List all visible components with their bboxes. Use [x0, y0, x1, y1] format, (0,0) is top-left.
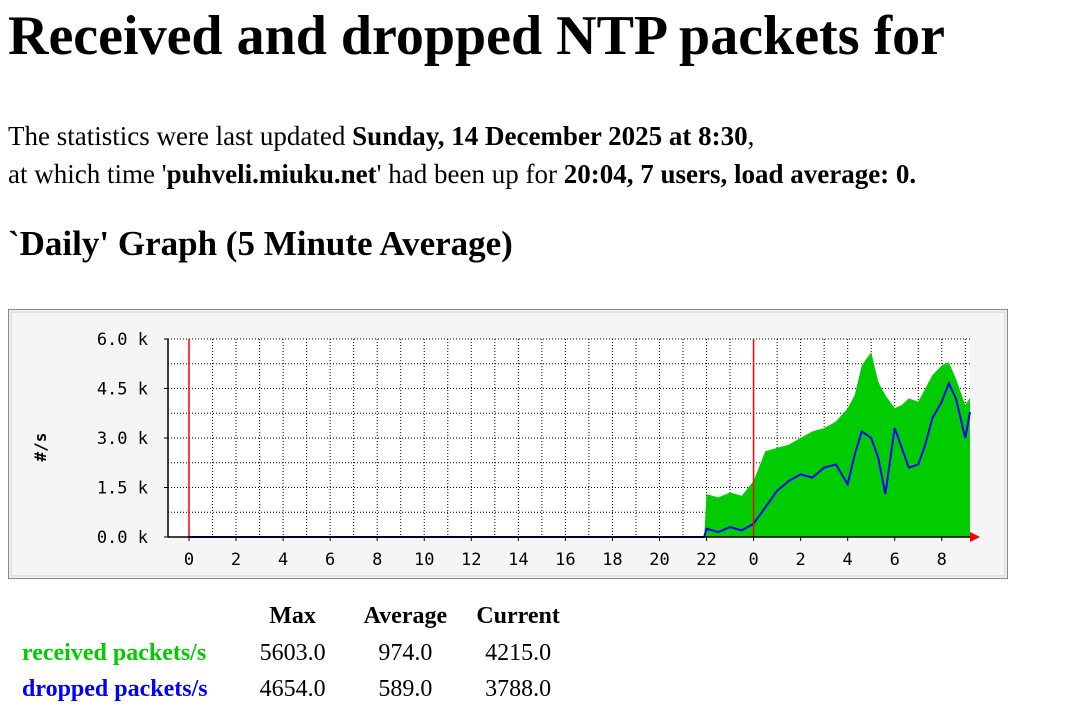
y-tick-label: 4.5 k	[97, 380, 148, 400]
legend-dropped-max: 4654.0	[259, 675, 326, 702]
legend-received-max: 5603.0	[259, 639, 326, 666]
y-tick-label: 6.0 k	[97, 330, 148, 350]
y-tick-label: 0.0 k	[97, 528, 148, 548]
x-tick-label: 0	[184, 550, 194, 570]
update-info: The statistics were last updated Sunday,…	[8, 117, 916, 193]
legend-header-max: Max	[269, 602, 316, 629]
x-tick-label: 2	[231, 550, 241, 570]
x-tick-label: 18	[602, 550, 622, 570]
x-tick-label: 4	[278, 550, 288, 570]
y-tick-label: 3.0 k	[97, 429, 148, 449]
update-time: Sunday, 14 December 2025 at 8:30	[352, 121, 748, 151]
chart-svg: 0.0 k 1.5 k 3.0 k 4.5 k 6.0 k 0 2 4 6 8 10 12 14 16 18…	[8, 309, 1008, 579]
legend-header-current: Current	[476, 602, 560, 629]
daily-graph: 0.0 k 1.5 k 3.0 k 4.5 k 6.0 k 0 2 4 6 8 10 12 14 16 18…	[8, 309, 1008, 579]
update-comma: ,	[747, 121, 755, 151]
x-axis-arrow	[970, 532, 980, 542]
x-tick-label: 4	[843, 550, 853, 570]
x-tick-label: 12	[461, 550, 481, 570]
legend-received-average: 974.0	[378, 639, 433, 666]
uptime-middle: ' had been up for	[376, 159, 564, 189]
legend-dropped-current: 3788.0	[485, 675, 552, 702]
update-prefix: The statistics were last updated	[8, 121, 353, 151]
x-tick-label: 22	[696, 550, 716, 570]
legend-header-average: Average	[363, 602, 448, 629]
x-tick-label: 14	[508, 550, 528, 570]
update-line: The statistics were last updated Sunday,…	[8, 117, 916, 155]
uptime-value: 20:04, 7 users, load average: 0.	[563, 159, 917, 189]
legend-row-dropped: dropped packets/s 4654.0 589.0 3788.0	[8, 671, 575, 707]
legend-label-received: received packets/s	[22, 639, 207, 666]
series-received-area	[189, 352, 970, 537]
legend-row-received: received packets/s 5603.0 974.0 4215.0	[8, 635, 575, 671]
legend-received-current: 4215.0	[485, 639, 552, 666]
legend-dropped-average: 589.0	[378, 675, 433, 702]
y-axis-label: #/s	[31, 433, 50, 462]
x-tick-label: 0	[748, 550, 758, 570]
x-tick-label: 8	[372, 550, 382, 570]
graph-heading: `Daily' Graph (5 Minute Average)	[8, 224, 513, 263]
x-tick-label: 6	[890, 550, 900, 570]
x-tick-label: 8	[937, 550, 947, 570]
page-title: Received and dropped NTP packets for	[8, 5, 945, 67]
uptime-prefix: at which time '	[8, 159, 167, 189]
uptime-line: at which time 'puhveli.miuku.net' had be…	[8, 155, 916, 193]
legend-table: Max Average Current received packets/s 5…	[8, 597, 575, 707]
y-tick-label: 1.5 k	[97, 479, 148, 499]
legend-header-empty	[8, 597, 236, 635]
x-tick-label: 6	[325, 550, 335, 570]
x-tick-label: 20	[649, 550, 669, 570]
x-tick-label: 16	[555, 550, 575, 570]
legend-label-dropped: dropped packets/s	[22, 675, 208, 702]
x-tick-label: 2	[796, 550, 806, 570]
x-tick-label: 10	[414, 550, 434, 570]
host-name: puhveli.miuku.net	[166, 159, 377, 189]
series-dropped-line	[189, 380, 971, 538]
legend-header-row: Max Average Current	[8, 597, 575, 635]
